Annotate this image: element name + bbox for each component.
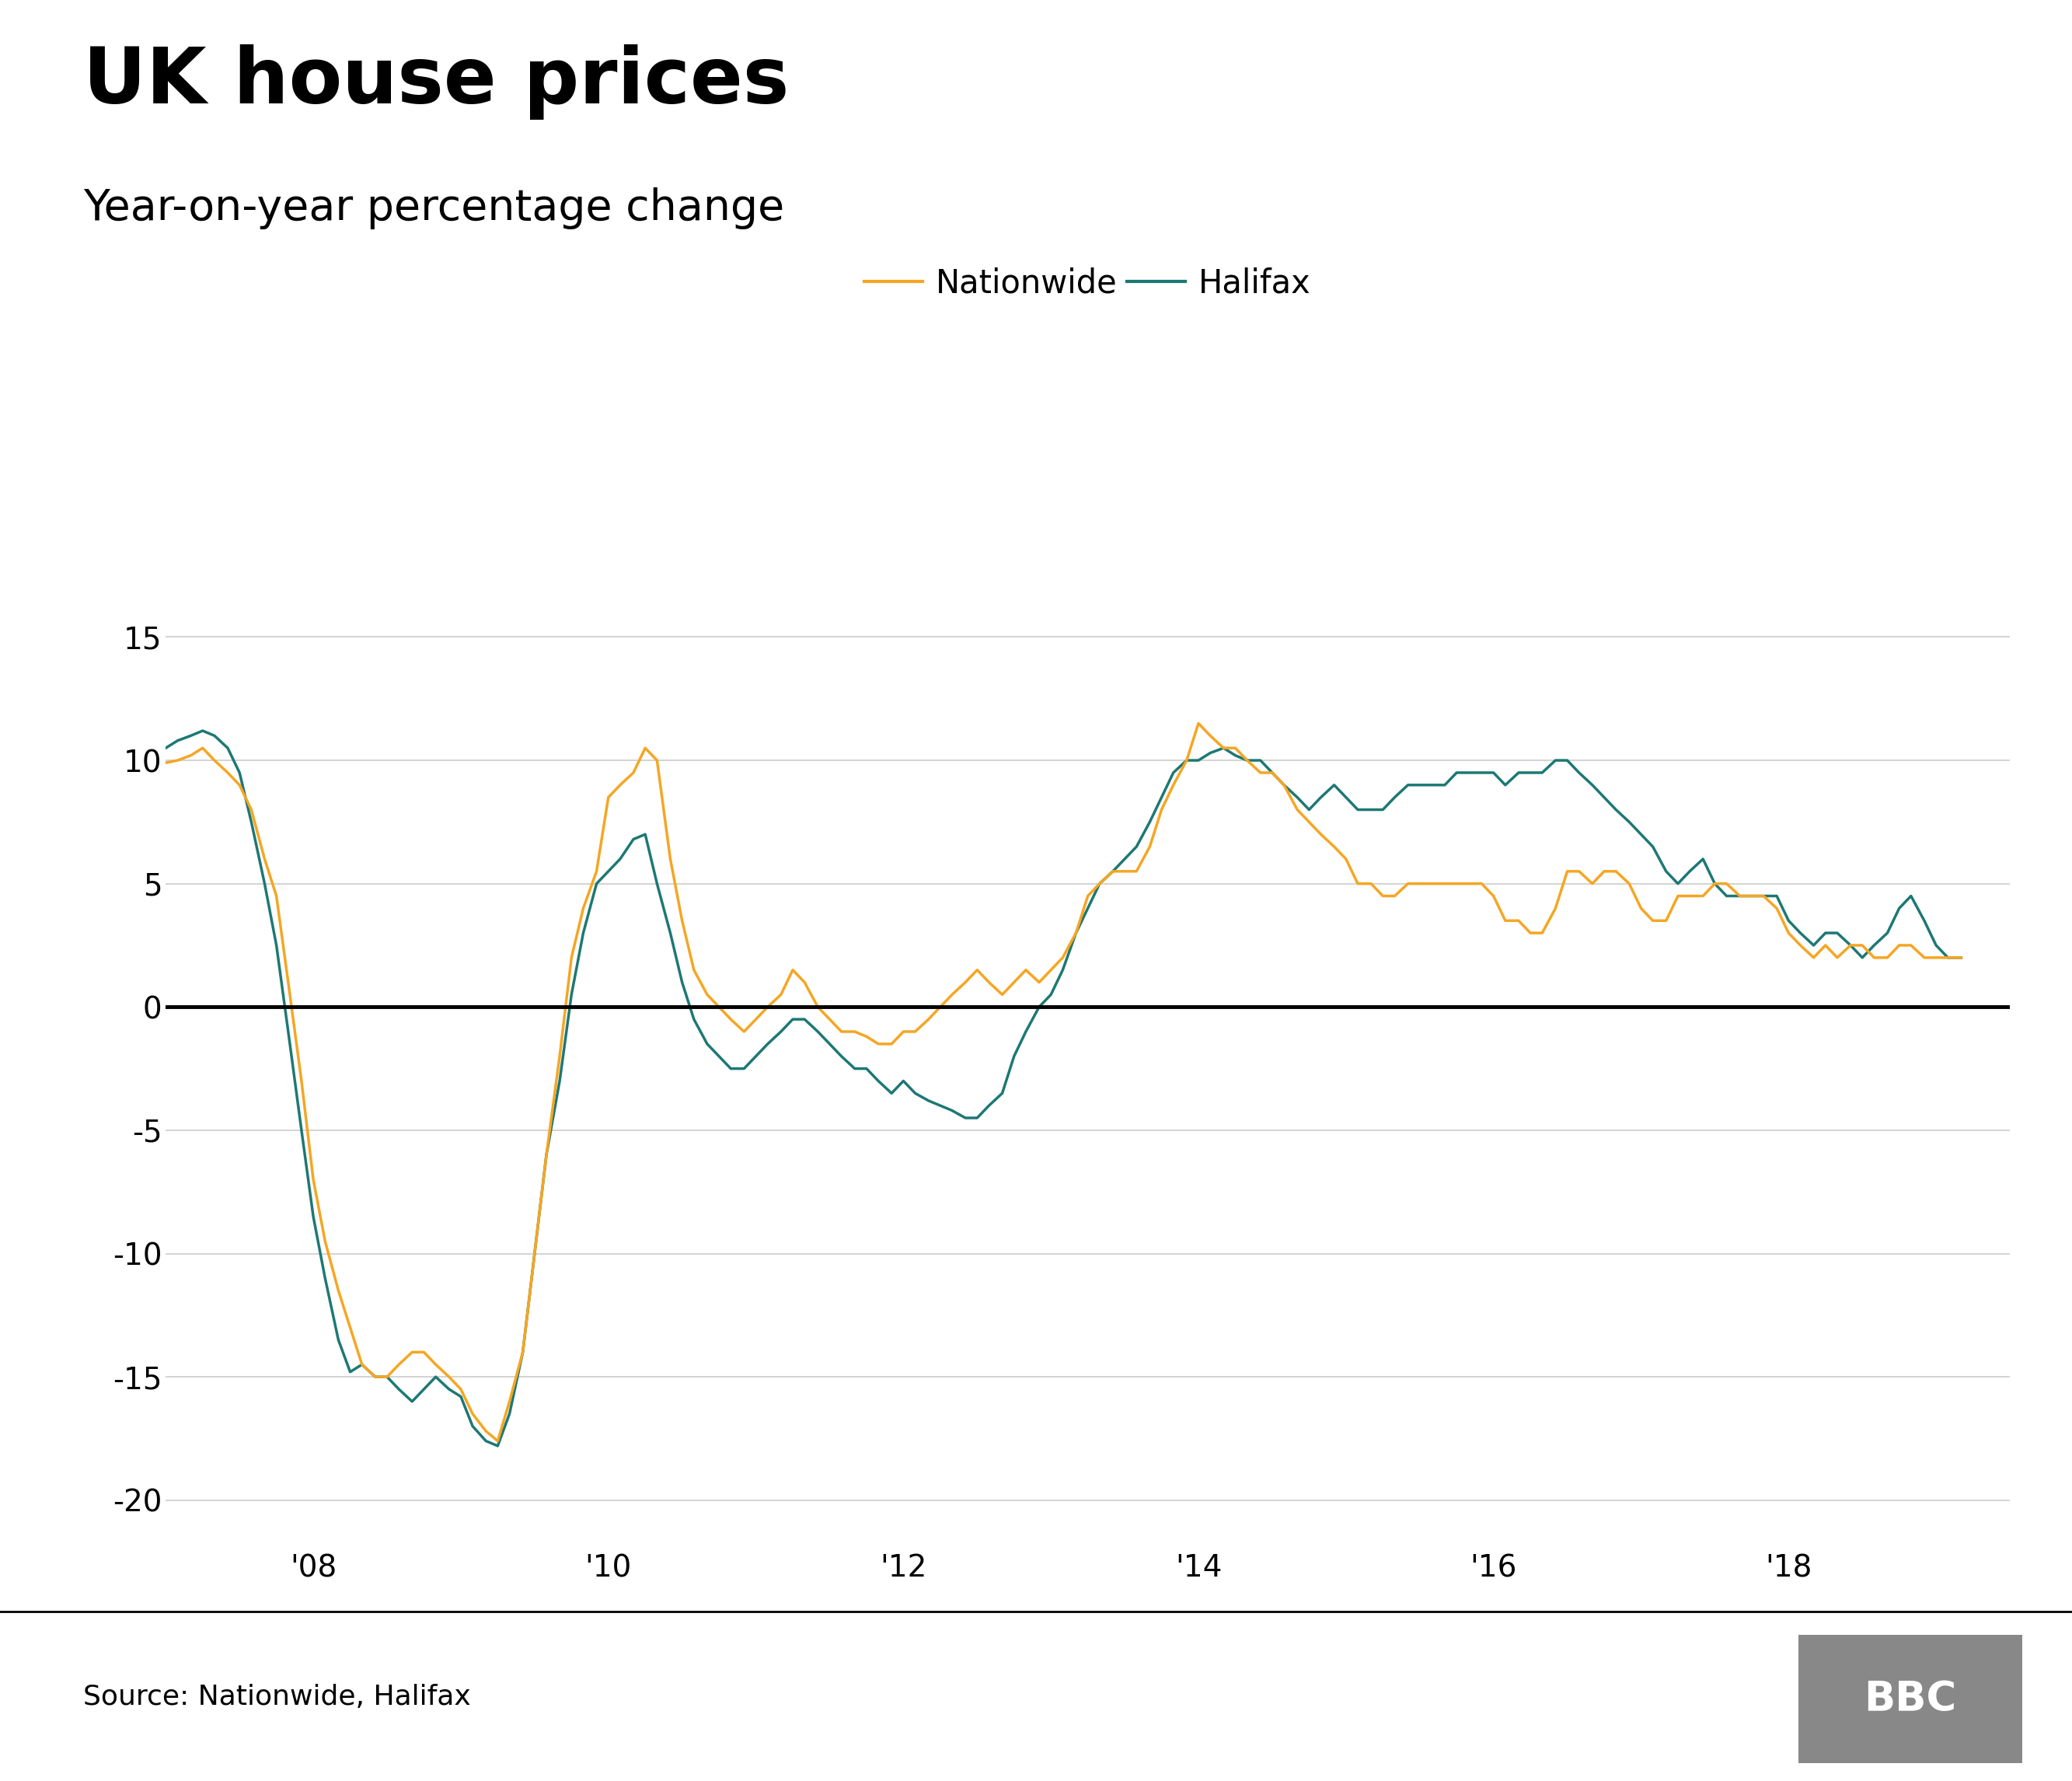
Nationwide — [1950, 947, 1975, 969]
Halifax — [1566, 762, 1591, 784]
Nationwide — [1185, 712, 1210, 734]
Nationwide — [153, 752, 178, 773]
Nationwide — [485, 1430, 510, 1452]
Halifax — [1160, 762, 1185, 784]
Halifax — [1591, 787, 1616, 809]
Line: Halifax: Halifax — [166, 730, 1962, 1446]
Halifax — [485, 1435, 510, 1457]
Text: Year-on-year percentage change: Year-on-year percentage change — [83, 187, 783, 230]
Nationwide — [1150, 800, 1175, 821]
Nationwide — [1591, 860, 1616, 882]
Halifax — [191, 720, 215, 741]
Legend: Nationwide, Halifax: Nationwide, Halifax — [864, 267, 1312, 299]
Nationwide — [1566, 860, 1591, 882]
Nationwide — [1419, 873, 1444, 894]
Text: UK house prices: UK house prices — [83, 45, 789, 119]
Halifax — [754, 1033, 779, 1054]
Halifax — [1419, 775, 1444, 796]
Halifax — [1950, 947, 1975, 969]
Line: Nationwide: Nationwide — [166, 723, 1962, 1441]
Text: Source: Nationwide, Halifax: Source: Nationwide, Halifax — [83, 1685, 470, 1710]
Halifax — [659, 923, 684, 944]
Nationwide — [644, 750, 669, 771]
Halifax — [153, 737, 178, 759]
Nationwide — [744, 1008, 769, 1029]
Text: BBC: BBC — [1865, 1679, 1956, 1719]
